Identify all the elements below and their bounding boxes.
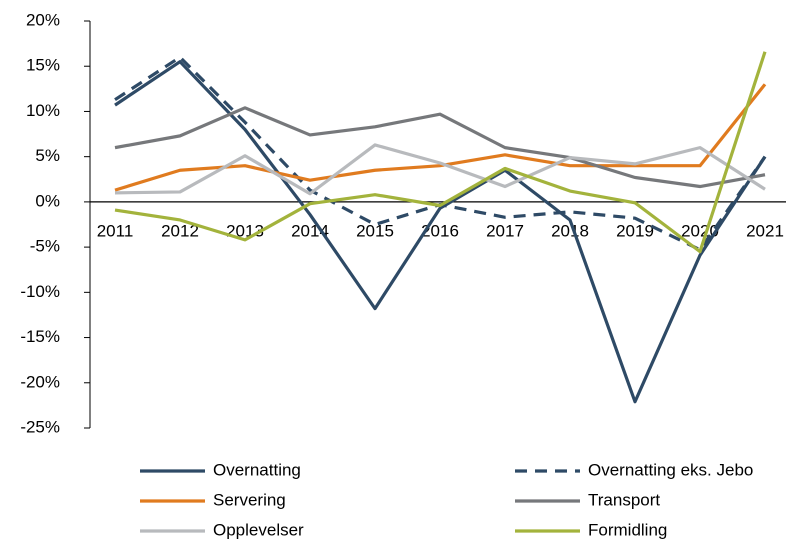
series-line [114,106,766,189]
x-tick-label: 2016 [421,221,459,240]
legend-label: Transport [588,490,660,509]
x-tick-label: 2014 [291,221,329,240]
x-tick-label: 2019 [616,221,654,240]
y-tick-label: -5% [30,237,60,256]
x-tick-label: 2021 [746,221,784,240]
x-tick-label: 2017 [486,221,524,240]
legend-label: Formidling [588,520,667,539]
y-tick-label: -15% [20,327,60,346]
series-line [114,51,767,254]
y-tick-label: 5% [35,146,60,165]
x-tick-label: 2018 [551,221,589,240]
y-tick-label: 20% [26,10,60,29]
x-tick-label: 2012 [161,221,199,240]
y-tick-label: -25% [20,417,60,436]
y-tick-label: -20% [20,372,60,391]
x-tick-label: 2015 [356,221,394,240]
y-tick-label: 0% [35,191,60,210]
legend-label: Servering [213,490,286,509]
y-tick-label: 10% [26,101,60,120]
x-tick-label: 2011 [97,221,134,240]
series-line [114,143,766,196]
y-tick-label: 15% [26,56,60,75]
legend-label: Opplevelser [213,520,304,539]
series-line [114,60,767,404]
legend-label: Overnatting [213,460,301,479]
legend-label: Overnatting eks. Jebo [588,460,753,479]
y-tick-label: -10% [20,282,60,301]
